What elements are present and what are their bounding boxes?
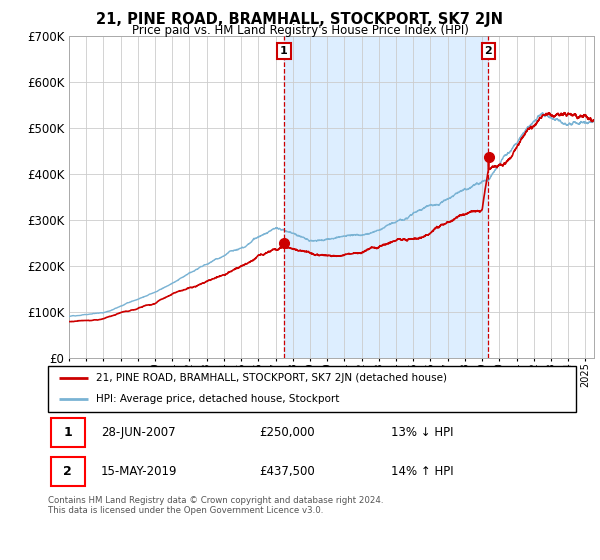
Text: 28-JUN-2007: 28-JUN-2007 [101,426,175,439]
Text: 1: 1 [280,46,288,56]
FancyBboxPatch shape [50,418,85,447]
FancyBboxPatch shape [48,366,576,412]
Text: 13% ↓ HPI: 13% ↓ HPI [391,426,454,439]
Text: 14% ↑ HPI: 14% ↑ HPI [391,465,454,478]
Text: 2: 2 [485,46,493,56]
Text: 2: 2 [63,465,72,478]
Text: Price paid vs. HM Land Registry's House Price Index (HPI): Price paid vs. HM Land Registry's House … [131,24,469,37]
Bar [284,36,488,358]
Text: £437,500: £437,500 [259,465,315,478]
Text: Contains HM Land Registry data © Crown copyright and database right 2024.
This d: Contains HM Land Registry data © Crown c… [48,496,383,515]
Text: £250,000: £250,000 [259,426,315,439]
Text: 1: 1 [63,426,72,439]
FancyBboxPatch shape [50,457,85,486]
Text: 21, PINE ROAD, BRAMHALL, STOCKPORT, SK7 2JN: 21, PINE ROAD, BRAMHALL, STOCKPORT, SK7 … [97,12,503,27]
Text: 21, PINE ROAD, BRAMHALL, STOCKPORT, SK7 2JN (detached house): 21, PINE ROAD, BRAMHALL, STOCKPORT, SK7 … [95,373,446,383]
Text: 15-MAY-2019: 15-MAY-2019 [101,465,178,478]
Text: HPI: Average price, detached house, Stockport: HPI: Average price, detached house, Stoc… [95,394,339,404]
